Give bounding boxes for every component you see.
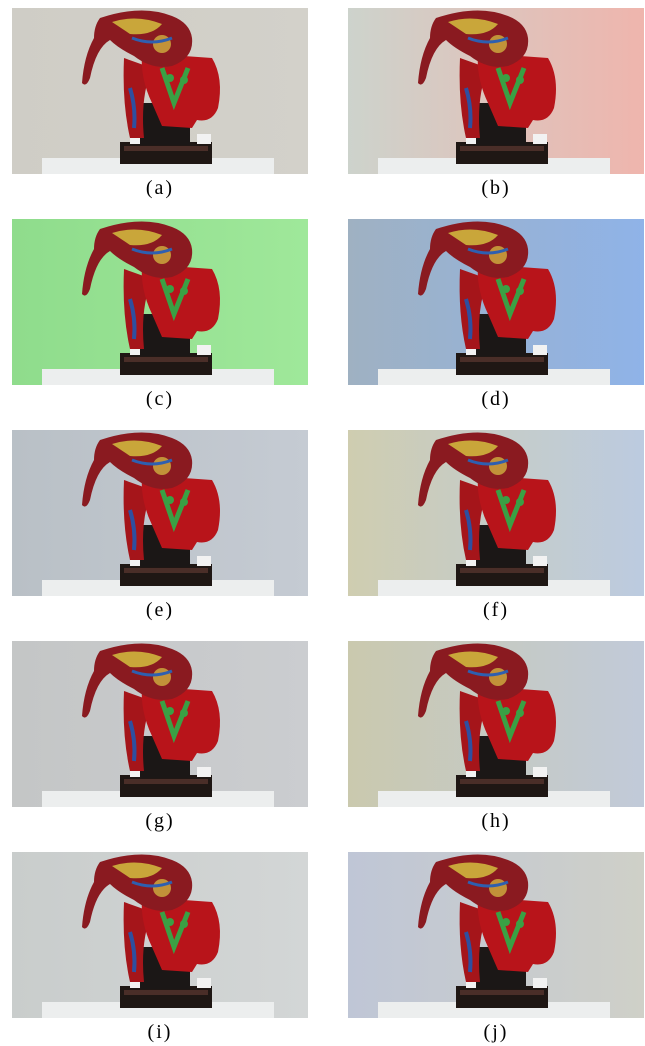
panel: (c)	[12, 219, 308, 411]
panel-caption: (g)	[12, 809, 308, 833]
panel-caption: (c)	[12, 387, 308, 411]
panel-caption: (d)	[348, 387, 644, 411]
panel-caption: (a)	[12, 176, 308, 200]
panel: (f)	[348, 430, 644, 622]
panel-caption: (i)	[12, 1020, 308, 1044]
photo	[12, 8, 308, 174]
photo	[348, 219, 644, 385]
panel: (b)	[348, 8, 644, 200]
panel: (d)	[348, 219, 644, 411]
photo	[348, 430, 644, 596]
panel: (h)	[348, 641, 644, 833]
panel: (e)	[12, 430, 308, 622]
panel-caption: (h)	[348, 809, 644, 833]
panel: (i)	[12, 852, 308, 1044]
photo	[12, 430, 308, 596]
panel: (a)	[12, 8, 308, 200]
panel-caption: (f)	[348, 598, 644, 622]
photo	[348, 852, 644, 1018]
panel-caption: (b)	[348, 176, 644, 200]
photo	[12, 852, 308, 1018]
photo	[12, 641, 308, 807]
panel: (j)	[348, 852, 644, 1044]
photo	[348, 8, 644, 174]
photo	[348, 641, 644, 807]
panel-caption: (e)	[12, 598, 308, 622]
figure-page: (a) (b) (c) (d)	[0, 0, 645, 1046]
panel-caption: (j)	[348, 1020, 644, 1044]
panel: (g)	[12, 641, 308, 833]
photo	[12, 219, 308, 385]
